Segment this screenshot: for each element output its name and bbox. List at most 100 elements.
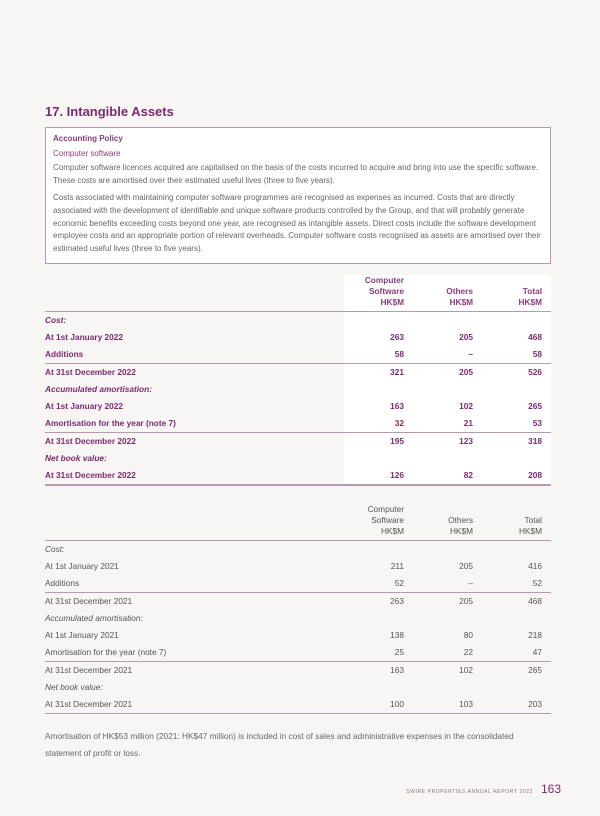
header-spacer — [45, 504, 344, 542]
cell-value: 82 — [413, 467, 482, 487]
cell-value: – — [468, 578, 473, 589]
table-row: At 1st January 2021 138 80 218 — [45, 627, 551, 644]
table-row: At 1st January 2021 211 205 416 — [45, 558, 551, 575]
section-row: Cost: — [45, 311, 551, 330]
column-header: Total HK$M — [482, 504, 551, 542]
column-header-line: Software — [368, 286, 404, 297]
cell-value: 47 — [532, 647, 542, 658]
table-header-row: Computer Software HK$M Others HK$M Total HK$M — [45, 504, 551, 542]
cell-value — [413, 311, 482, 330]
cell-value: 265 — [482, 398, 551, 416]
section-row: Net book value: — [45, 679, 551, 696]
cell-value — [413, 541, 482, 559]
table-row: At 1st January 2022 263 205 468 — [45, 329, 551, 347]
row-label: Cost: — [45, 315, 67, 326]
cell-value: 205 — [413, 592, 482, 611]
footer: SWIRE PROPERTIES ANNUAL REPORT 2022 163 — [45, 762, 561, 796]
row-label: Amortisation for the year (note 7) — [45, 418, 176, 429]
cell-value: 80 — [463, 630, 473, 641]
row-label: Cost: — [45, 544, 65, 555]
row-label: Amortisation for the year (note 7) — [45, 647, 167, 658]
row-label: Accumulated amortisation: — [45, 613, 143, 624]
cell-value: 526 — [482, 363, 551, 382]
column-header-line: Others — [446, 286, 473, 297]
cell-value — [344, 381, 413, 399]
column-header-line: Total — [522, 286, 542, 297]
cell-value — [413, 679, 482, 696]
cell-value — [344, 610, 413, 627]
table-row: At 31st December 2021 163 102 265 — [45, 661, 551, 680]
cell-value — [344, 679, 413, 696]
cell-value — [344, 450, 413, 468]
cell-value: – — [413, 346, 482, 364]
cell-value — [482, 381, 551, 399]
cell-value: 21 — [413, 415, 482, 433]
table-2022: Computer Software HK$M Others HK$M Total HK$M C… — [45, 275, 551, 487]
section-row: Accumulated amortisation: — [45, 610, 551, 627]
cell-value: 58 — [344, 346, 413, 364]
cell-value: 163 — [344, 398, 413, 416]
cell-value: 211 — [390, 561, 404, 572]
cell-value — [413, 610, 482, 627]
table-row: At 31st December 2022 195 123 318 — [45, 432, 551, 451]
cell-value: 102 — [413, 661, 482, 680]
cell-value: 138 — [390, 630, 404, 641]
cell-value — [482, 450, 551, 468]
cell-value: 218 — [528, 630, 542, 641]
cell-value: 102 — [413, 398, 482, 416]
cell-value: 53 — [482, 415, 551, 433]
cell-value: 416 — [528, 561, 542, 572]
section-row: Cost: — [45, 541, 551, 559]
cell-value: 195 — [344, 432, 413, 451]
section-row: Accumulated amortisation: — [45, 381, 551, 399]
cell-value: 203 — [482, 696, 551, 715]
column-header: Computer Software HK$M — [344, 275, 413, 313]
table-row: Additions 52 – 52 — [45, 575, 551, 593]
table-row: At 31st December 2022 321 205 526 — [45, 363, 551, 382]
cell-value: 321 — [344, 363, 413, 382]
column-header-line: Software — [371, 515, 404, 526]
cell-value: 208 — [482, 467, 551, 487]
row-label: At 31st December 2021 — [45, 592, 344, 611]
header-spacer — [45, 275, 344, 313]
row-label: Accumulated amortisation: — [45, 384, 152, 395]
row-label: At 1st January 2022 — [45, 332, 123, 343]
table-2021: Computer Software HK$M Others HK$M Total HK$M C… — [45, 504, 551, 715]
cell-value — [482, 541, 551, 559]
accounting-policy-box: Accounting Policy Computer software Comp… — [45, 127, 551, 265]
column-header-line: Computer — [364, 275, 404, 286]
cell-value: 468 — [482, 592, 551, 611]
cell-value: 468 — [482, 329, 551, 347]
column-header-line: Computer — [367, 504, 404, 515]
row-label: At 31st December 2021 — [45, 696, 344, 715]
table-row: At 31st December 2022 126 82 208 — [45, 467, 551, 487]
cell-value — [413, 450, 482, 468]
table-row: At 1st January 2022 163 102 265 — [45, 398, 551, 416]
policy-heading: Accounting Policy — [53, 134, 123, 143]
cell-value: 52 — [394, 578, 404, 589]
cell-value: 263 — [344, 329, 413, 347]
column-header: Others HK$M — [413, 275, 482, 313]
section-title: 17. Intangible Assets — [45, 104, 174, 119]
section-row: Net book value: — [45, 450, 551, 468]
column-header: Others HK$M — [413, 504, 482, 542]
footnote: Amortisation of HK$53 million (2021: HK$… — [45, 731, 514, 759]
cell-value: 58 — [482, 346, 551, 364]
cell-value: 318 — [482, 432, 551, 451]
cell-value: 263 — [344, 592, 413, 611]
column-header: Computer Software HK$M — [344, 504, 413, 542]
cell-value: 126 — [344, 467, 413, 487]
column-header-line: Total — [524, 515, 542, 526]
column-header-line: HK$M — [380, 297, 404, 308]
cell-value: 103 — [413, 696, 482, 715]
table-row: At 31st December 2021 263 205 468 — [45, 592, 551, 611]
footer-report-title: SWIRE PROPERTIES ANNUAL REPORT 2022 — [406, 789, 533, 796]
row-label: At 31st December 2022 — [45, 467, 344, 487]
cell-value: 205 — [459, 561, 473, 572]
column-header-line: Others — [448, 515, 473, 526]
row-label: At 31st December 2022 — [45, 363, 344, 382]
row-label: Additions — [45, 578, 80, 589]
cell-value: 32 — [344, 415, 413, 433]
cell-value: 100 — [344, 696, 413, 715]
